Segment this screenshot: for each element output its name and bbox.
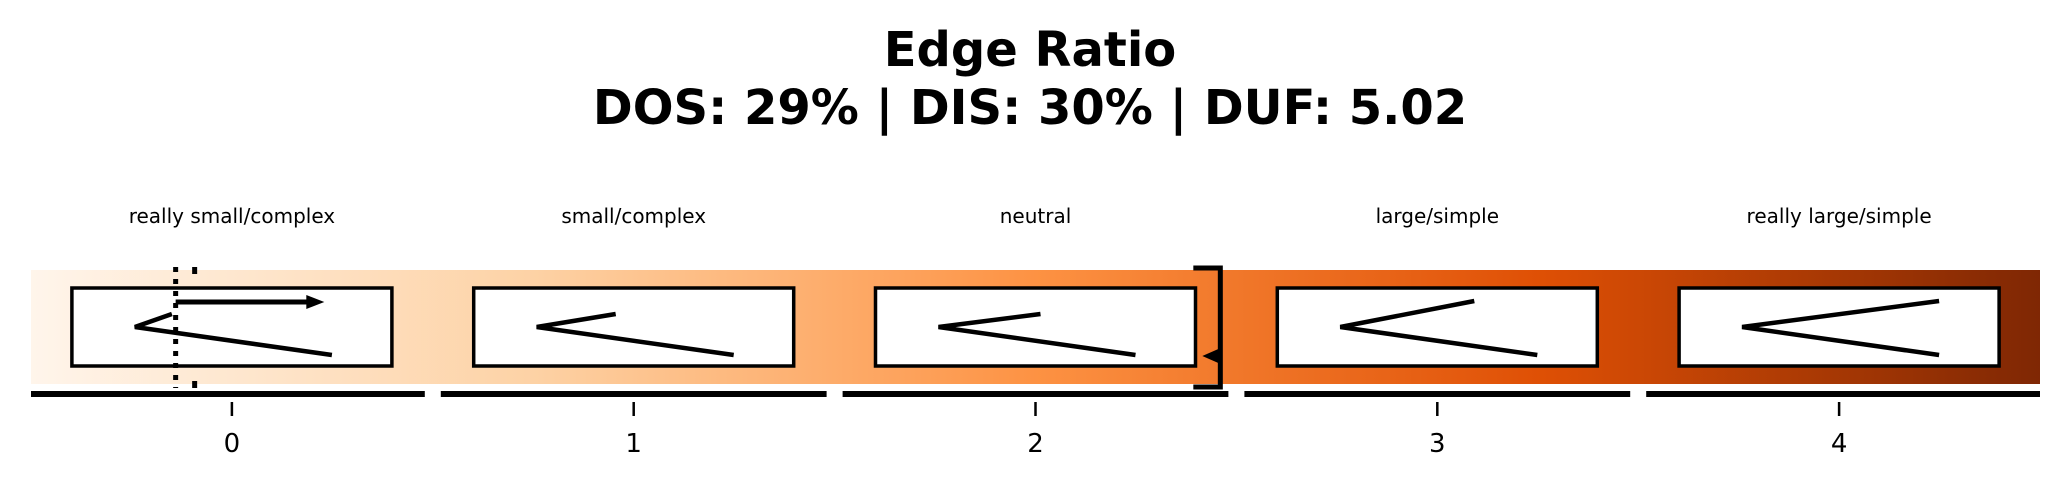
glyph-box bbox=[1677, 286, 2001, 368]
angle-glyph bbox=[1741, 298, 1940, 358]
glyph-box bbox=[1275, 286, 1600, 368]
category-label: neutral bbox=[1000, 204, 1072, 228]
category-label: large/simple bbox=[1376, 204, 1499, 228]
tick-label: 0 bbox=[224, 429, 241, 459]
triangle-pointer bbox=[1202, 349, 1219, 363]
category-label: really small/complex bbox=[129, 204, 336, 228]
angle-glyph bbox=[536, 311, 735, 358]
range-arrow-head bbox=[306, 295, 325, 309]
glyph-box bbox=[471, 286, 796, 368]
category-label: small/complex bbox=[561, 204, 706, 228]
chart-title: Edge Ratio bbox=[883, 22, 1177, 78]
tick-label: 2 bbox=[1027, 429, 1044, 459]
bracket-marker bbox=[1193, 265, 1223, 390]
angle-glyph bbox=[134, 311, 333, 358]
angle-glyph bbox=[938, 311, 1136, 358]
chart-subtitle: DOS: 29% | DIS: 30% | DUF: 5.02 bbox=[592, 80, 1468, 136]
angle-glyph bbox=[1339, 298, 1538, 358]
tick-label: 3 bbox=[1429, 429, 1446, 459]
tick-label: 1 bbox=[625, 429, 642, 459]
tick-label: 4 bbox=[1831, 429, 1848, 459]
category-label: really large/simple bbox=[1747, 204, 1932, 228]
glyph-box bbox=[873, 286, 1198, 368]
